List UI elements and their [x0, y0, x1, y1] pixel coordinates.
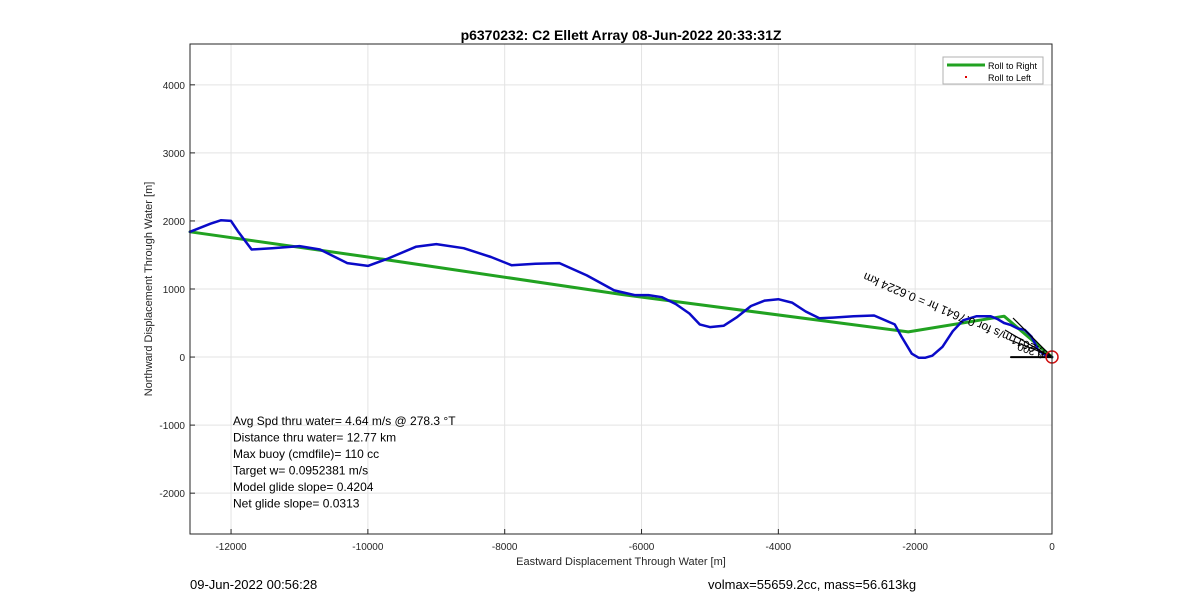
legend-label-right: Roll to Right — [988, 61, 1038, 71]
stats-annotation: Max buoy (cmdfile)= 110 cc — [233, 447, 379, 461]
y-tick-label: -1000 — [159, 421, 185, 432]
y-tick-label: 0 — [179, 353, 185, 364]
legend-marker-left — [965, 76, 967, 78]
x-tick-label: -6000 — [629, 542, 655, 553]
stats-annotation: Net glide slope= 0.0313 — [233, 497, 360, 511]
y-tick-label: 3000 — [163, 149, 186, 160]
chart-title: p6370232: C2 Ellett Array 08-Jun-2022 20… — [461, 27, 782, 43]
y-tick-label: 2000 — [163, 217, 186, 228]
legend: Roll to Right Roll to Left — [942, 56, 1044, 85]
y-tick-label: 4000 — [163, 81, 186, 92]
x-tick-label: -4000 — [766, 542, 792, 553]
stats-annotation: Distance thru water= 12.77 km — [233, 431, 396, 445]
legend-label-left: Roll to Left — [988, 73, 1032, 83]
series-roll-right — [188, 230, 1054, 359]
series-glider-track — [188, 219, 1054, 359]
footer-volmax: volmax=55659.2cc, mass=56.613kg — [708, 577, 917, 592]
series-layer — [188, 219, 1054, 359]
ticks: -12000 -10000 -8000 -6000 -4000 -2000 0-2000-1… — [159, 81, 1055, 553]
stats-annotation: Target w= 0.0952381 m/s — [233, 464, 368, 478]
legend-box — [942, 56, 1044, 85]
x-axis-label: Eastward Displacement Through Water [m] — [516, 556, 726, 568]
x-tick-label: -2000 — [902, 542, 928, 553]
x-tick-label: -12000 — [215, 542, 247, 553]
grid — [190, 44, 1053, 534]
x-tick-label: 0 — [1049, 542, 1055, 553]
stats-annotation: Model glide slope= 0.4204 — [233, 480, 374, 494]
stats-annotation: Avg Spd thru water= 4.64 m/s @ 278.3 °T — [233, 414, 456, 428]
footer-date: 09-Jun-2022 00:56:28 — [190, 577, 318, 592]
y-tick-label: 1000 — [163, 285, 186, 296]
x-tick-label: -8000 — [492, 542, 518, 553]
y-axis-label: Northward Displacement Through Water [m] — [143, 182, 155, 397]
arrow-fan — [1004, 317, 1053, 358]
y-tick-label: -2000 — [159, 489, 185, 500]
annotations: Avg Spd thru water= 4.64 m/s @ 278.3 °T D… — [233, 414, 456, 511]
x-tick-label: -10000 — [352, 542, 384, 553]
